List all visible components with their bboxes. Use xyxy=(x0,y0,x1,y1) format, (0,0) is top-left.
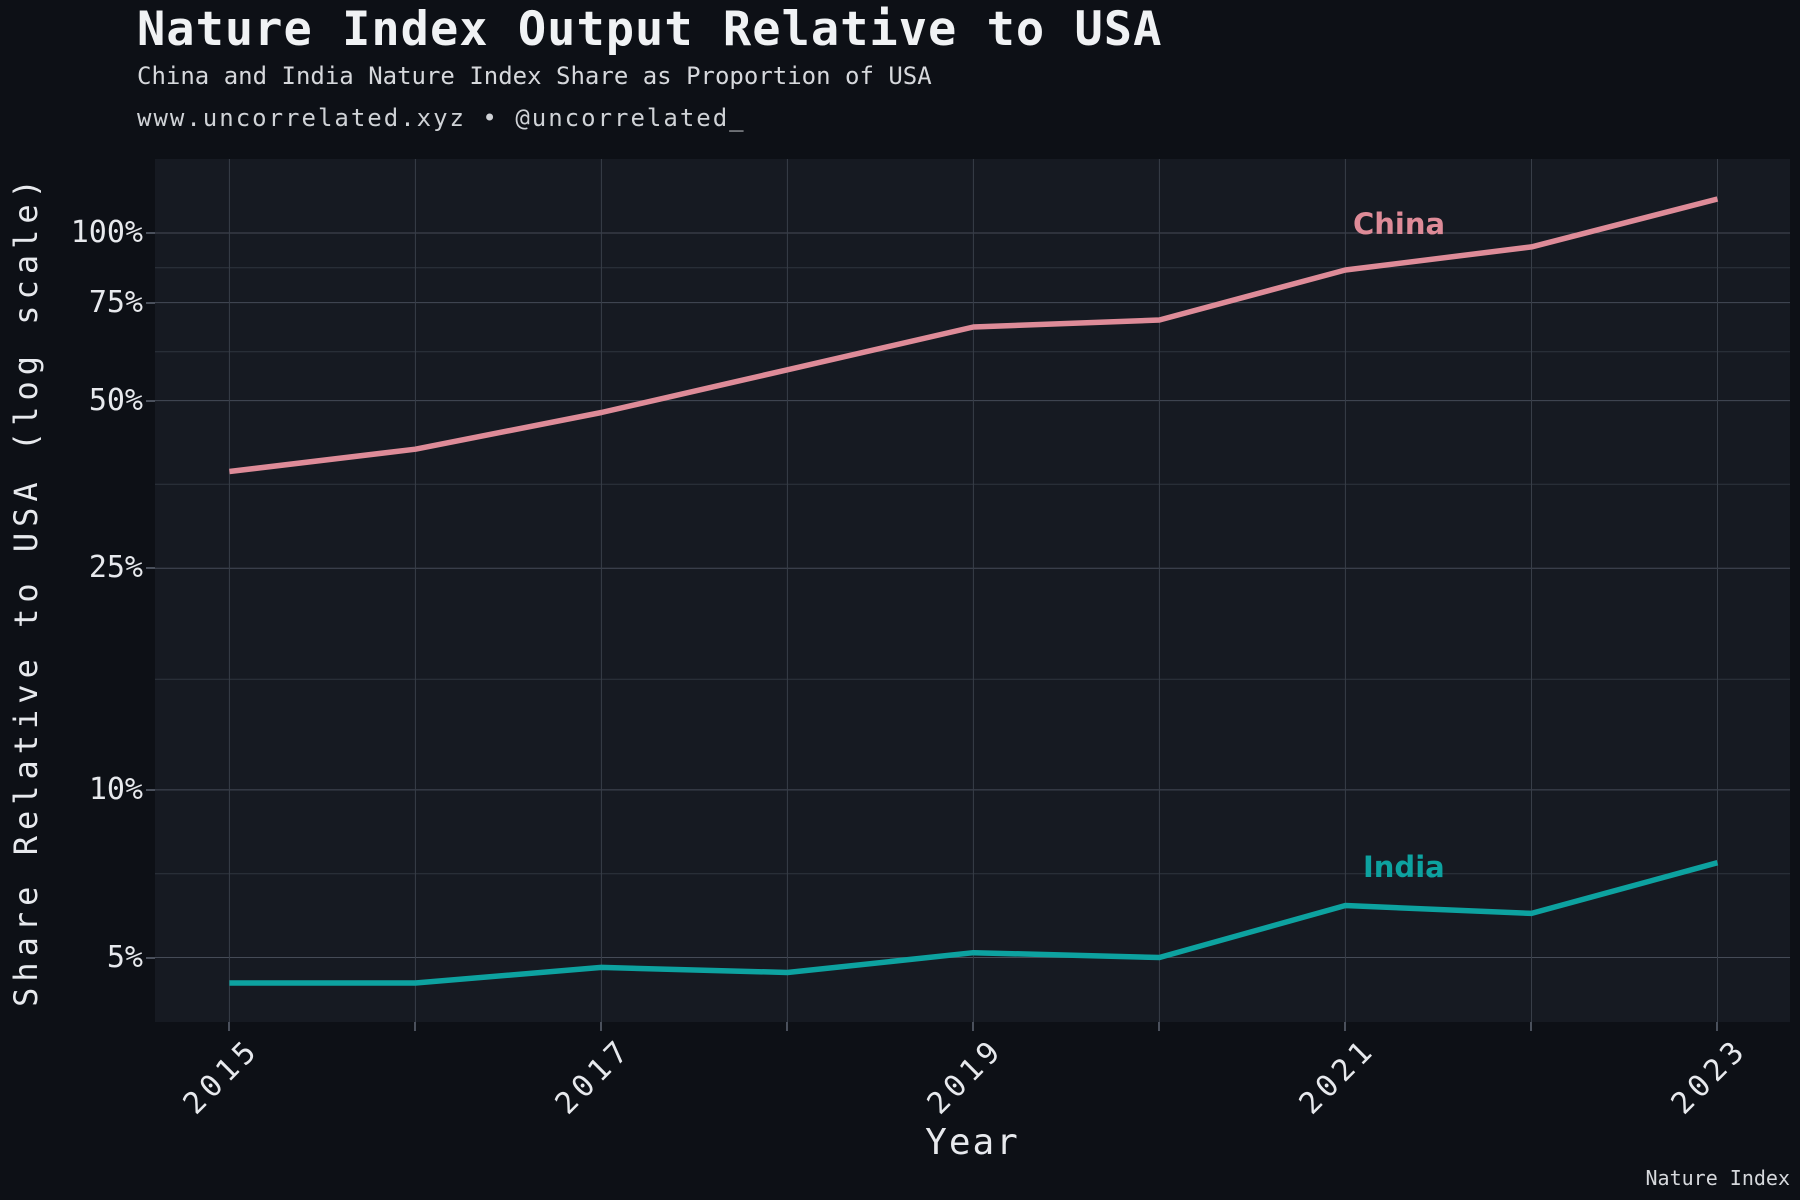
y-tick-label: 100% xyxy=(70,215,143,250)
x-tick-mark xyxy=(1344,1022,1347,1031)
x-tick-mark xyxy=(1716,1022,1719,1031)
y-tick-mark xyxy=(146,232,155,234)
x-axis-title: Year xyxy=(925,1122,1020,1163)
china-line xyxy=(229,196,1719,475)
page-subtitle: China and India Nature Index Share as Pr… xyxy=(137,62,932,90)
india-line xyxy=(229,860,1719,986)
x-tick-label: 2017 xyxy=(548,1031,639,1122)
plot-area: China India xyxy=(155,159,1790,1022)
y-tick-label: 25% xyxy=(88,550,143,586)
x-tick-label: 2015 xyxy=(176,1031,267,1122)
y-tick-mark xyxy=(146,301,155,304)
y-tick-mark xyxy=(146,956,155,959)
x-tick-mark xyxy=(786,1022,789,1031)
y-tick-mark xyxy=(146,567,155,570)
page-title: Nature Index Output Relative to USA xyxy=(137,2,1163,57)
y-tick-label: 10% xyxy=(88,771,143,807)
x-tick-mark xyxy=(228,1022,231,1031)
x-tick-label: 2023 xyxy=(1664,1031,1755,1122)
x-tick-mark xyxy=(600,1022,603,1031)
x-tick-mark xyxy=(414,1022,417,1031)
india-series-label: India xyxy=(1363,850,1445,884)
x-tick-label: 2021 xyxy=(1292,1031,1383,1122)
x-tick-mark xyxy=(972,1022,975,1031)
y-tick-mark xyxy=(146,788,155,791)
y-tick-mark xyxy=(146,399,155,402)
y-tick-label: 50% xyxy=(88,382,143,418)
x-tick-mark xyxy=(1530,1022,1533,1031)
y-tick-label: 75% xyxy=(88,284,143,320)
y-tick-label: 5% xyxy=(106,939,143,975)
x-tick-label: 2019 xyxy=(920,1031,1011,1122)
x-tick-mark xyxy=(1158,1022,1161,1031)
y-axis-title: Share Relative to USA (log scale) xyxy=(7,173,45,1007)
chart-canvas xyxy=(155,159,1790,1022)
source-attribution: Nature Index xyxy=(1645,1166,1791,1190)
china-series-label: China xyxy=(1353,207,1446,241)
byline: www.uncorrelated.xyz • @uncorrelated_ xyxy=(137,104,746,132)
